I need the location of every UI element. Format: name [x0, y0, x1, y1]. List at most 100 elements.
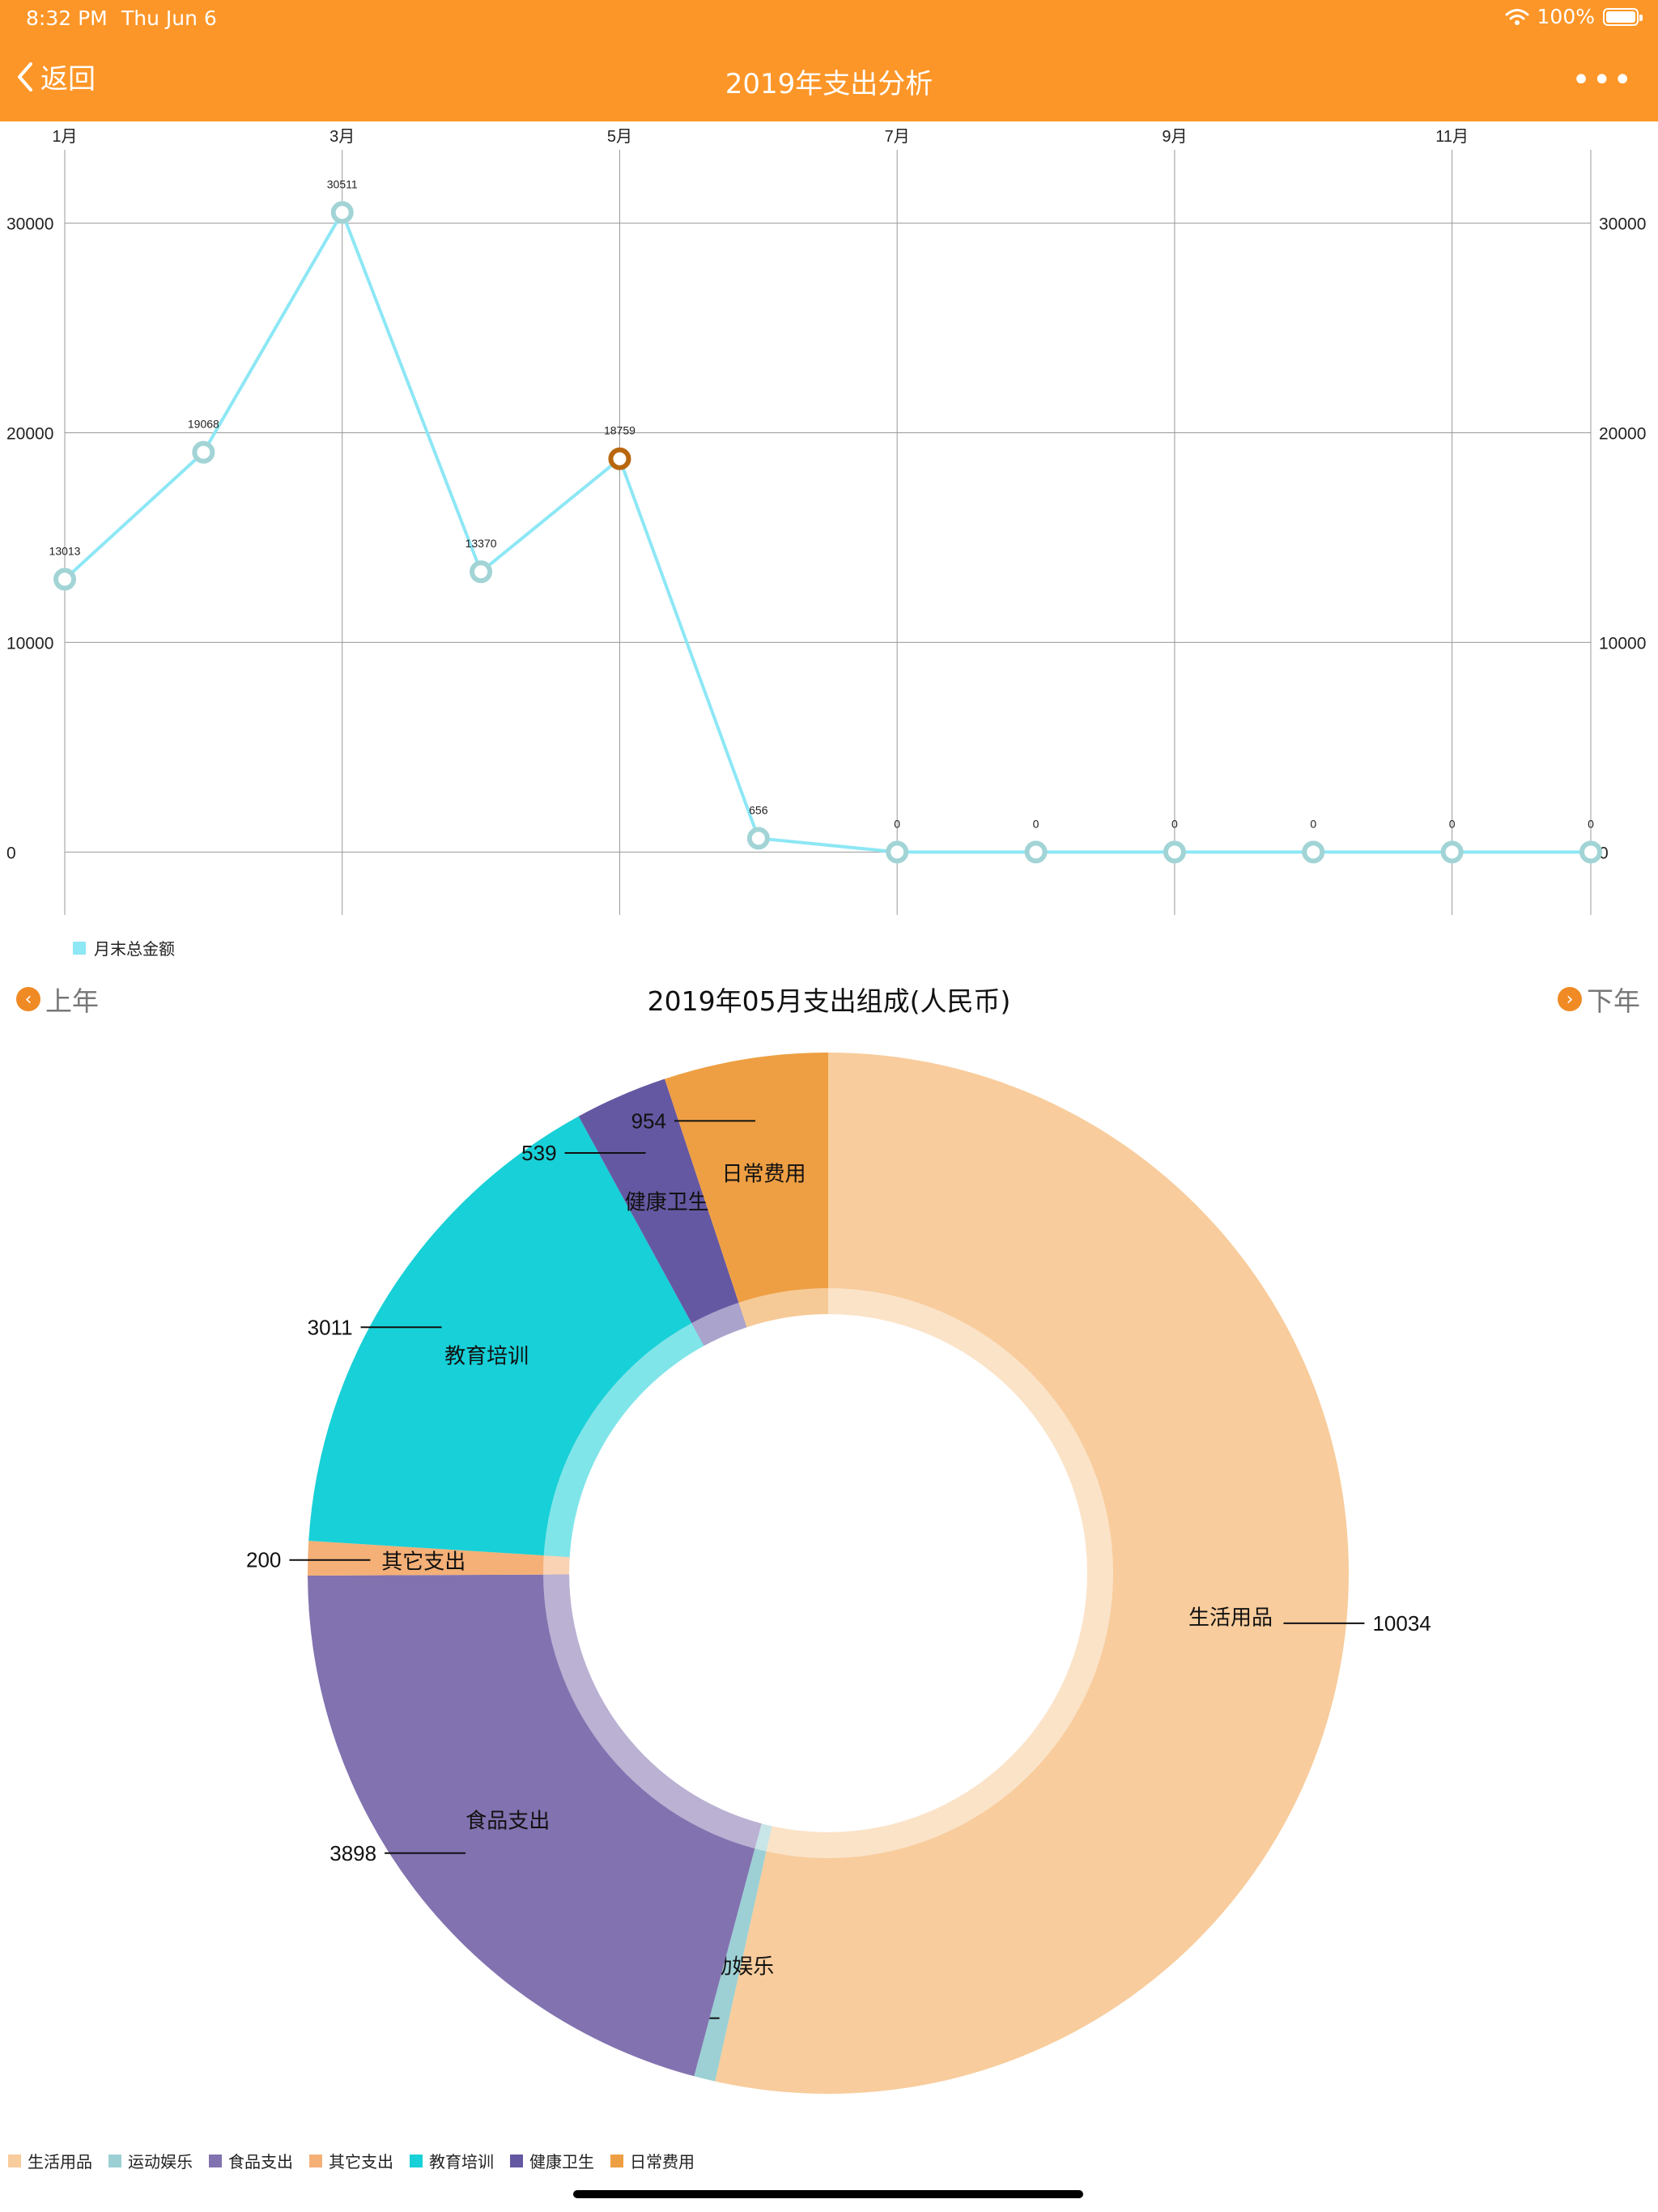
- slice-value-label: 3898: [329, 1841, 376, 1865]
- slice-category-label: 生活用品: [1188, 1606, 1273, 1630]
- battery-percent: 100%: [1537, 5, 1595, 28]
- y-tick-label-left: 0: [6, 844, 16, 862]
- pie-legend-item: 健康卫生: [510, 2149, 594, 2172]
- data-point: [1024, 840, 1048, 864]
- battery-icon: [1603, 7, 1643, 26]
- donut-slice-highlight: [543, 1574, 762, 1849]
- status-bar: 8:32 PM Thu Jun 6 100%: [0, 0, 1658, 37]
- x-tick-label: 1月: [52, 128, 77, 146]
- pie-legend-item: 生活用品: [8, 2149, 92, 2172]
- donut-slice-highlight: [543, 1323, 704, 1558]
- x-tick-label: 9月: [1162, 128, 1187, 146]
- pie-legend-item: 教育培训: [410, 2149, 494, 2172]
- data-value-label: 0: [1033, 817, 1039, 830]
- data-point: [746, 827, 770, 850]
- legend-label: 月末总金额: [94, 939, 175, 959]
- legend-label: 食品支出: [228, 2152, 293, 2172]
- donut-slice-highlight: [755, 1823, 772, 1852]
- prev-year-label: 上年: [45, 985, 99, 1017]
- donut-slice: [715, 1053, 1349, 2094]
- back-button[interactable]: 返回: [16, 57, 96, 96]
- data-value-label: 0: [894, 817, 900, 830]
- x-tick-label: 7月: [885, 128, 910, 146]
- status-right: 100%: [1505, 5, 1643, 28]
- y-tick-label-right: 30000: [1599, 215, 1646, 234]
- donut-slice: [578, 1078, 747, 1346]
- legend-swatch: [410, 2154, 423, 2167]
- series-line: [63, 211, 1591, 854]
- status-time: 8:32 PM: [26, 6, 108, 30]
- back-label: 返回: [40, 63, 96, 96]
- slice-category-label: 食品支出: [466, 1809, 550, 1833]
- data-value-label: 13370: [466, 537, 497, 550]
- legend-label: 日常费用: [630, 2152, 695, 2172]
- data-value-label: 0: [1310, 817, 1316, 830]
- page-title: 2019年支出分析: [725, 68, 933, 100]
- legend-swatch: [610, 2154, 623, 2167]
- home-indicator: [573, 2190, 1083, 2198]
- line-chart-legend: 月末总金额: [73, 936, 175, 959]
- slice-value-label: 954: [631, 1108, 666, 1133]
- slice-category-label: 其它支出: [381, 1550, 466, 1574]
- data-point: [330, 201, 354, 224]
- slice-value-label: 539: [521, 1141, 556, 1165]
- wifi-icon: [1505, 8, 1529, 25]
- chevron-left-icon: ‹: [16, 987, 40, 1011]
- data-value-label: 13013: [49, 544, 81, 557]
- data-point: [1440, 840, 1464, 864]
- data-point: [1302, 840, 1325, 864]
- legend-label: 生活用品: [28, 2152, 92, 2172]
- slice-value-label: 3011: [308, 1315, 353, 1339]
- data-point: [1579, 840, 1602, 864]
- next-year-button[interactable]: › 下年: [1558, 980, 1640, 1019]
- donut-slice: [308, 1116, 704, 1558]
- data-point: [886, 840, 909, 864]
- pie-legend-item: 日常费用: [610, 2149, 695, 2172]
- data-point: [608, 447, 631, 470]
- prev-year-button[interactable]: ‹ 上年: [16, 980, 99, 1019]
- data-value-label: 0: [1171, 817, 1178, 830]
- donut-slice-highlight: [543, 1555, 570, 1575]
- legend-swatch: [8, 2154, 21, 2167]
- pie-legend-item: 食品支出: [209, 2149, 293, 2172]
- pie-legend-item: 其它支出: [309, 2149, 393, 2172]
- x-tick-label: 3月: [329, 128, 355, 146]
- monthly-total-line-chart: 0 0 10000 10000 20000 20000 30000 30000 1月 3月 5月 7月…: [6, 128, 1646, 915]
- y-tick-label-right: 0: [1599, 844, 1609, 862]
- data-point: [470, 560, 493, 584]
- pie-legend-item: 运动娱乐: [108, 2149, 193, 2172]
- donut-slice-highlight: [691, 1302, 747, 1346]
- chevron-left-icon: [18, 62, 32, 91]
- slice-value-label: 200: [246, 1548, 281, 1572]
- data-value-label: 0: [1588, 817, 1594, 830]
- y-tick-label-left: 30000: [6, 215, 53, 234]
- legend-label: 运动娱乐: [128, 2152, 193, 2172]
- pie-chart-title: 2019年05月支出组成(人民币): [647, 985, 1011, 1017]
- legend-swatch: [73, 941, 86, 955]
- y-tick-label-left: 10000: [6, 634, 53, 653]
- donut-slice: [308, 1540, 570, 1576]
- data-point: [1163, 840, 1186, 864]
- y-tick-label-right: 10000: [1599, 634, 1646, 653]
- legend-label: 教育培训: [429, 2152, 494, 2172]
- data-value-label: 19068: [188, 418, 219, 431]
- x-tick-label: 11月: [1435, 128, 1469, 146]
- nav-bar: 返回 2019年支出分析 •••: [0, 37, 1658, 121]
- slice-category-label: 健康卫生: [625, 1189, 709, 1214]
- legend-swatch: [108, 2154, 121, 2167]
- data-value-label: 656: [749, 803, 768, 816]
- donut-slice: [308, 1574, 762, 2077]
- legend-swatch: [510, 2154, 523, 2167]
- legend-swatch: [209, 2154, 222, 2167]
- chevron-right-icon: ›: [1558, 987, 1582, 1011]
- data-value-label: 0: [1449, 817, 1456, 830]
- x-tick-label: 5月: [607, 128, 632, 146]
- pie-chart-legend: 生活用品 运动娱乐 食品支出 其它支出 教育培训 健康卫生 日常费用: [8, 2149, 695, 2172]
- data-point: [53, 568, 76, 591]
- slice-value-label: 10034: [1372, 1611, 1431, 1636]
- next-year-label: 下年: [1587, 985, 1640, 1017]
- data-point: [192, 440, 215, 464]
- more-options-button[interactable]: •••: [1571, 62, 1634, 99]
- data-value-label: 30511: [327, 177, 358, 190]
- legend-label: 其它支出: [329, 2152, 393, 2172]
